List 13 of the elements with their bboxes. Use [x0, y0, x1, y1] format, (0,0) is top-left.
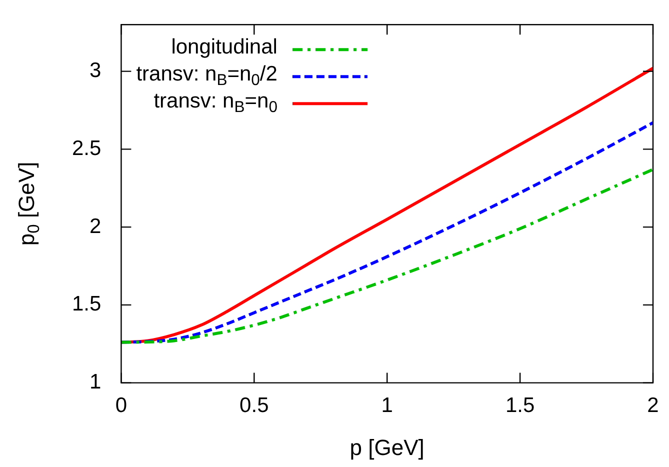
y-tick-label: 2.5: [72, 136, 102, 160]
x-tick-label: 1.5: [505, 394, 535, 418]
y-axis-title: p0 [GeV]: [14, 162, 44, 246]
y-tick-label: 2: [90, 214, 102, 238]
x-tick-label: 0: [115, 394, 128, 418]
y-tick-label: 1.5: [72, 292, 102, 316]
x-axis-title: p [GeV]: [350, 435, 424, 460]
x-tick-label: 2: [647, 394, 659, 418]
x-tick-label: 0.5: [240, 394, 269, 418]
x-tick-label: 1: [381, 394, 393, 418]
y-tick-label: 3: [90, 59, 102, 82]
legend-label: longitudinal: [171, 35, 278, 58]
y-tick-label: 1: [90, 370, 102, 394]
